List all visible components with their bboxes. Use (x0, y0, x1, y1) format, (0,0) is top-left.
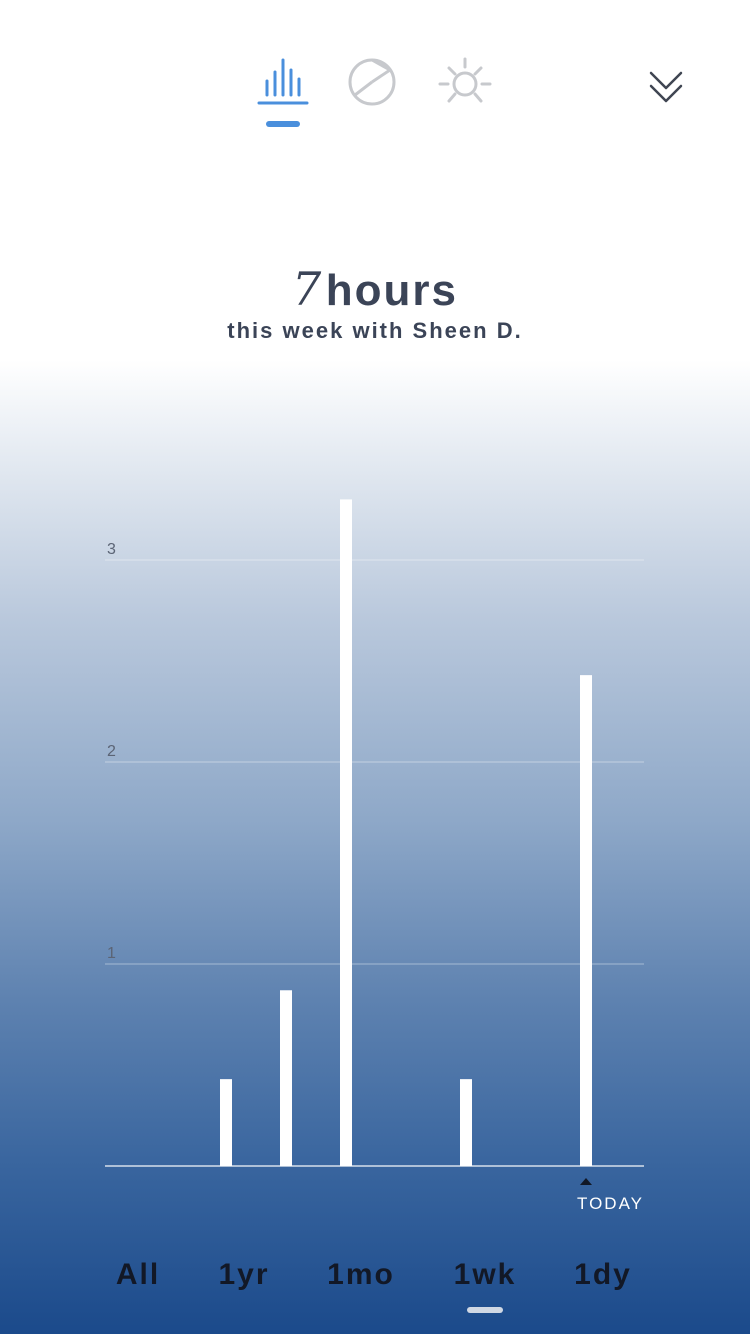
range-1wk[interactable]: 1wk (453, 1258, 517, 1291)
hours-unit: hours (325, 266, 458, 315)
range-1dy[interactable]: 1dy (574, 1258, 632, 1291)
range-1mo[interactable]: 1mo (327, 1258, 395, 1291)
pie-chart-icon[interactable] (345, 55, 399, 109)
top-navigation (0, 0, 750, 140)
today-marker-icon (580, 1178, 592, 1185)
y-tick-label-3: 3 (107, 541, 116, 558)
bar-5 (460, 1079, 472, 1166)
time-range-selector: All 1yr 1mo 1wk 1dy (0, 1258, 750, 1318)
bar-3 (340, 499, 352, 1166)
range-all[interactable]: All (115, 1258, 161, 1291)
total-hours-heading: 7 hours (0, 262, 750, 316)
today-label: TODAY (577, 1194, 644, 1213)
y-tick-label-1: 1 (107, 945, 116, 962)
y-tick-label-2: 2 (107, 743, 116, 760)
range-1yr[interactable]: 1yr (218, 1258, 270, 1291)
period-subtitle: this week with Sheen D. (227, 318, 523, 343)
hours-value: 7 (292, 262, 322, 316)
bar-1 (220, 1079, 232, 1166)
bar-2 (280, 990, 292, 1166)
bar-chart: 1 2 3 TODAY (105, 499, 644, 1213)
sun-icon[interactable] (438, 55, 492, 109)
selected-range-indicator (467, 1307, 503, 1313)
double-chevron-down-icon[interactable] (646, 68, 686, 108)
active-tab-indicator (266, 121, 300, 127)
bar-chart-icon[interactable] (256, 55, 310, 109)
bar-7 (580, 675, 592, 1166)
